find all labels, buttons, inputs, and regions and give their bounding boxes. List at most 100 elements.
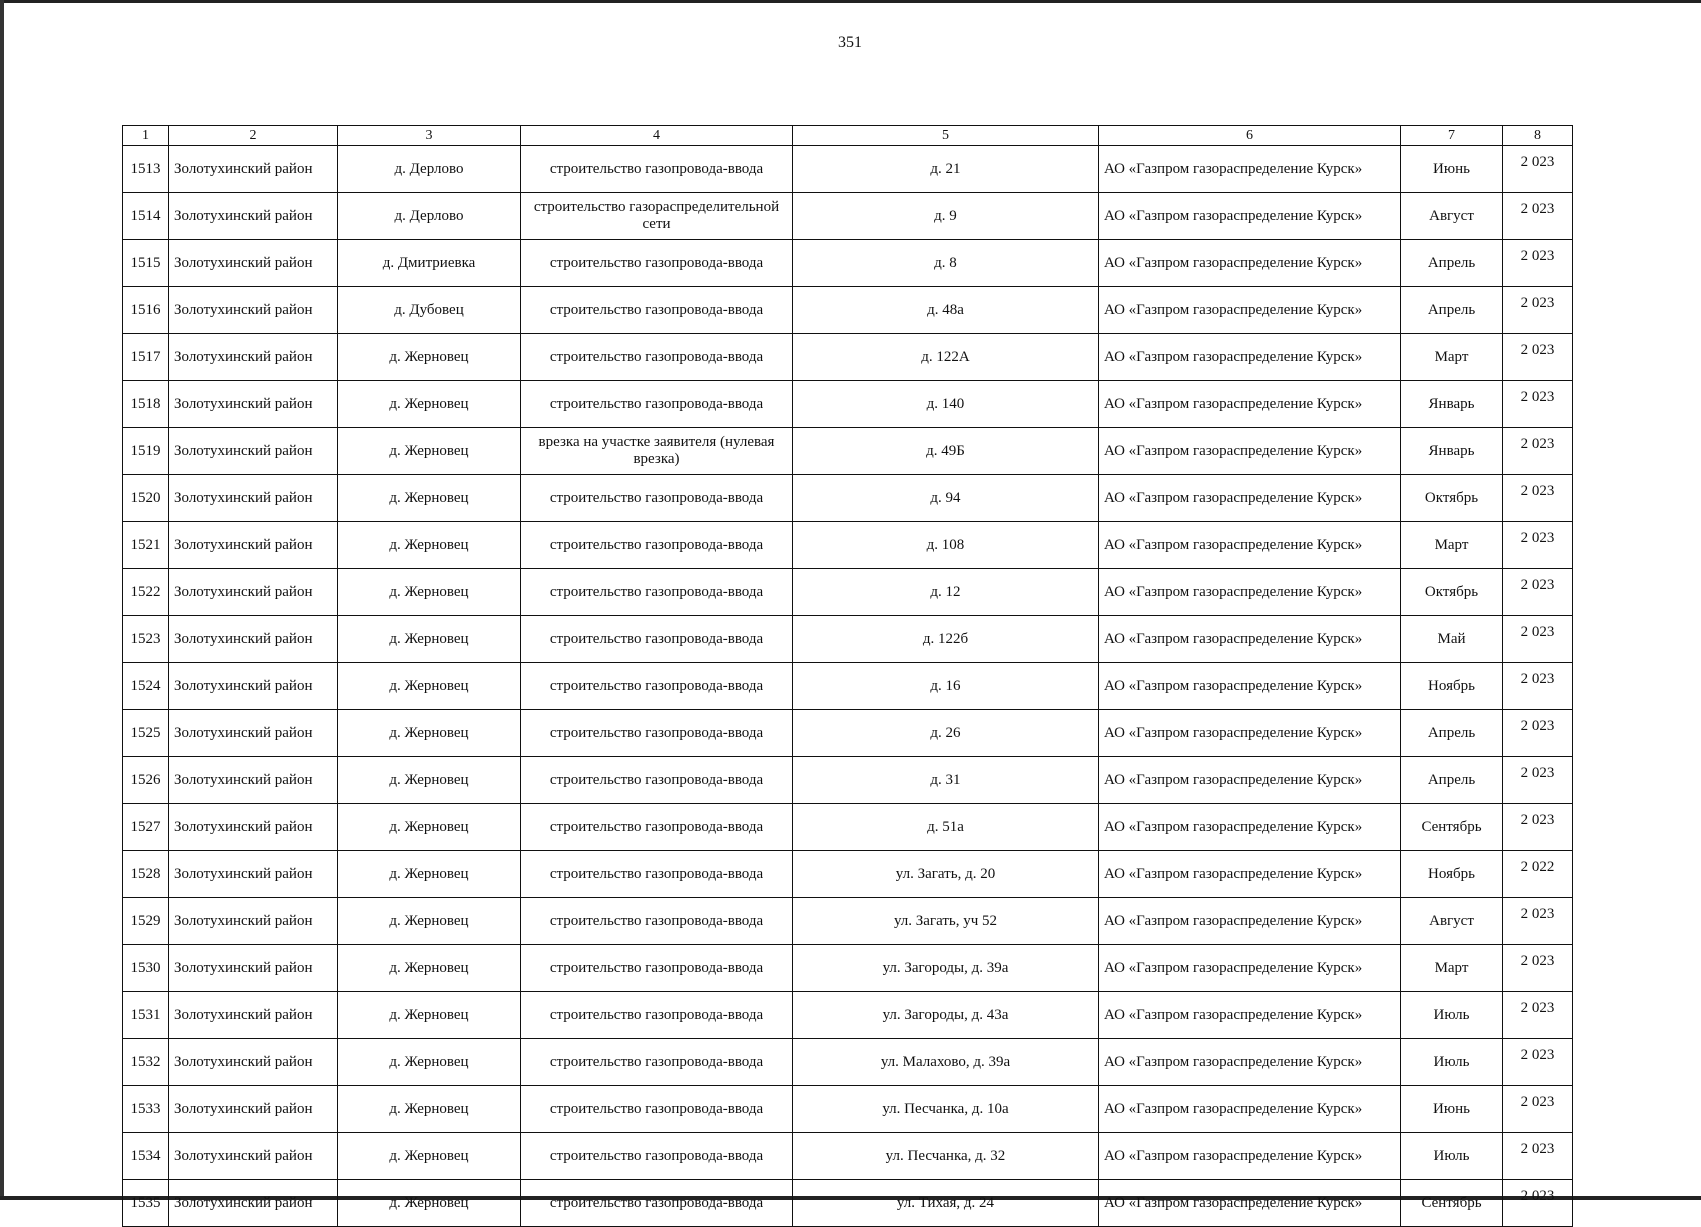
work-type-cell: строительство газопровода-ввода: [520, 1038, 793, 1086]
month-cell: Март: [1400, 521, 1503, 569]
year-cell: 2 023: [1502, 1132, 1573, 1180]
column-header: 4: [520, 125, 793, 146]
month-cell: Июль: [1400, 991, 1503, 1039]
settlement-cell: д. Жерновец: [337, 1179, 521, 1227]
address-cell: д. 108: [792, 521, 1099, 569]
year-cell: 2 023: [1502, 991, 1573, 1039]
settlement-cell: д. Жерновец: [337, 756, 521, 804]
month-cell: Октябрь: [1400, 568, 1503, 616]
month-cell: Сентябрь: [1400, 1179, 1503, 1227]
organization-cell: АО «Газпром газораспределение Курск»: [1098, 1132, 1401, 1180]
address-cell: д. 122А: [792, 333, 1099, 381]
district-cell: Золотухинский район: [168, 192, 338, 240]
table-row: 1521 Золотухинский район д. Жерновец строит…: [122, 521, 1573, 569]
work-type-cell: строительство газопровода-ввода: [520, 944, 793, 992]
month-cell: Август: [1400, 897, 1503, 945]
table-row: 1527 Золотухинский район д. Жерновец строит…: [122, 803, 1573, 851]
year-cell: 2 023: [1502, 286, 1573, 334]
year-cell: 2 023: [1502, 145, 1573, 193]
year-cell: 2 023: [1502, 662, 1573, 710]
year-cell: 2 023: [1502, 944, 1573, 992]
settlement-cell: д. Жерновец: [337, 1132, 521, 1180]
organization-cell: АО «Газпром газораспределение Курск»: [1098, 709, 1401, 757]
year-cell: 2 023: [1502, 615, 1573, 663]
work-type-cell: строительство газопровода-ввода: [520, 991, 793, 1039]
organization-cell: АО «Газпром газораспределение Курск»: [1098, 474, 1401, 522]
district-cell: Золотухинский район: [168, 803, 338, 851]
table-row: 1523 Золотухинский район д. Жерновец строит…: [122, 615, 1573, 663]
month-cell: Апрель: [1400, 286, 1503, 334]
table-row: 1522 Золотухинский район д. Жерновец строит…: [122, 568, 1573, 616]
work-type-cell: строительство газопровода-ввода: [520, 568, 793, 616]
table-row: 1528 Золотухинский район д. Жерновец строит…: [122, 850, 1573, 898]
month-cell: Март: [1400, 333, 1503, 381]
row-number-cell: 1520: [122, 474, 169, 522]
row-number-cell: 1524: [122, 662, 169, 710]
organization-cell: АО «Газпром газораспределение Курск»: [1098, 991, 1401, 1039]
district-cell: Золотухинский район: [168, 1132, 338, 1180]
settlement-cell: д. Жерновец: [337, 803, 521, 851]
organization-cell: АО «Газпром газораспределение Курск»: [1098, 1085, 1401, 1133]
year-cell: 2 023: [1502, 568, 1573, 616]
district-cell: Золотухинский район: [168, 380, 338, 428]
row-number-cell: 1513: [122, 145, 169, 193]
table-row: 1519 Золотухинский район д. Жерновец врезка…: [122, 427, 1573, 475]
row-number-cell: 1523: [122, 615, 169, 663]
column-header: 6: [1098, 125, 1401, 146]
year-cell: 2 023: [1502, 192, 1573, 240]
row-number-cell: 1515: [122, 239, 169, 287]
organization-cell: АО «Газпром газораспределение Курск»: [1098, 803, 1401, 851]
month-cell: Сентябрь: [1400, 803, 1503, 851]
month-cell: Июнь: [1400, 1085, 1503, 1133]
address-cell: д. 122б: [792, 615, 1099, 663]
table-row: 1517 Золотухинский район д. Жерновец строит…: [122, 333, 1573, 381]
month-cell: Май: [1400, 615, 1503, 663]
address-cell: д. 94: [792, 474, 1099, 522]
row-number-cell: 1533: [122, 1085, 169, 1133]
table-row: 1534 Золотухинский район д. Жерновец строит…: [122, 1132, 1573, 1180]
district-cell: Золотухинский район: [168, 991, 338, 1039]
address-cell: д. 9: [792, 192, 1099, 240]
organization-cell: АО «Газпром газораспределение Курск»: [1098, 897, 1401, 945]
settlement-cell: д. Жерновец: [337, 380, 521, 428]
address-cell: ул. Загороды, д. 43а: [792, 991, 1099, 1039]
organization-cell: АО «Газпром газораспределение Курск»: [1098, 286, 1401, 334]
month-cell: Январь: [1400, 427, 1503, 475]
work-type-cell: строительство газопровода-ввода: [520, 1132, 793, 1180]
year-cell: 2 023: [1502, 474, 1573, 522]
organization-cell: АО «Газпром газораспределение Курск»: [1098, 145, 1401, 193]
table-row: 1535 Золотухинский район д. Жерновец строит…: [122, 1179, 1573, 1227]
district-cell: Золотухинский район: [168, 145, 338, 193]
table-row: 1525 Золотухинский район д. Жерновец строит…: [122, 709, 1573, 757]
address-cell: ул. Загать, уч 52: [792, 897, 1099, 945]
year-cell: 2 023: [1502, 897, 1573, 945]
work-type-cell: строительство газопровода-ввода: [520, 897, 793, 945]
organization-cell: АО «Газпром газораспределение Курск»: [1098, 192, 1401, 240]
settlement-cell: д. Жерновец: [337, 333, 521, 381]
row-number-cell: 1525: [122, 709, 169, 757]
year-cell: 2 023: [1502, 521, 1573, 569]
table-row: 1515 Золотухинский район д. Дмитриевка стро…: [122, 239, 1573, 287]
page-number: 351: [838, 34, 862, 51]
row-number-cell: 1521: [122, 521, 169, 569]
address-cell: ул. Песчанка, д. 32: [792, 1132, 1099, 1180]
work-type-cell: строительство газопровода-ввода: [520, 286, 793, 334]
organization-cell: АО «Газпром газораспределение Курск»: [1098, 333, 1401, 381]
work-type-cell: строительство газопровода-ввода: [520, 756, 793, 804]
district-cell: Золотухинский район: [168, 756, 338, 804]
scan-border-top: [0, 0, 1701, 3]
month-cell: Январь: [1400, 380, 1503, 428]
row-number-cell: 1517: [122, 333, 169, 381]
address-cell: ул. Загать, д. 20: [792, 850, 1099, 898]
district-cell: Золотухинский район: [168, 568, 338, 616]
month-cell: Июль: [1400, 1038, 1503, 1086]
scan-border-left: [0, 0, 4, 1200]
column-header: 2: [168, 125, 338, 146]
address-cell: д. 48а: [792, 286, 1099, 334]
district-cell: Золотухинский район: [168, 709, 338, 757]
address-cell: д. 12: [792, 568, 1099, 616]
district-cell: Золотухинский район: [168, 427, 338, 475]
settlement-cell: д. Жерновец: [337, 1038, 521, 1086]
month-cell: Март: [1400, 944, 1503, 992]
district-cell: Золотухинский район: [168, 615, 338, 663]
